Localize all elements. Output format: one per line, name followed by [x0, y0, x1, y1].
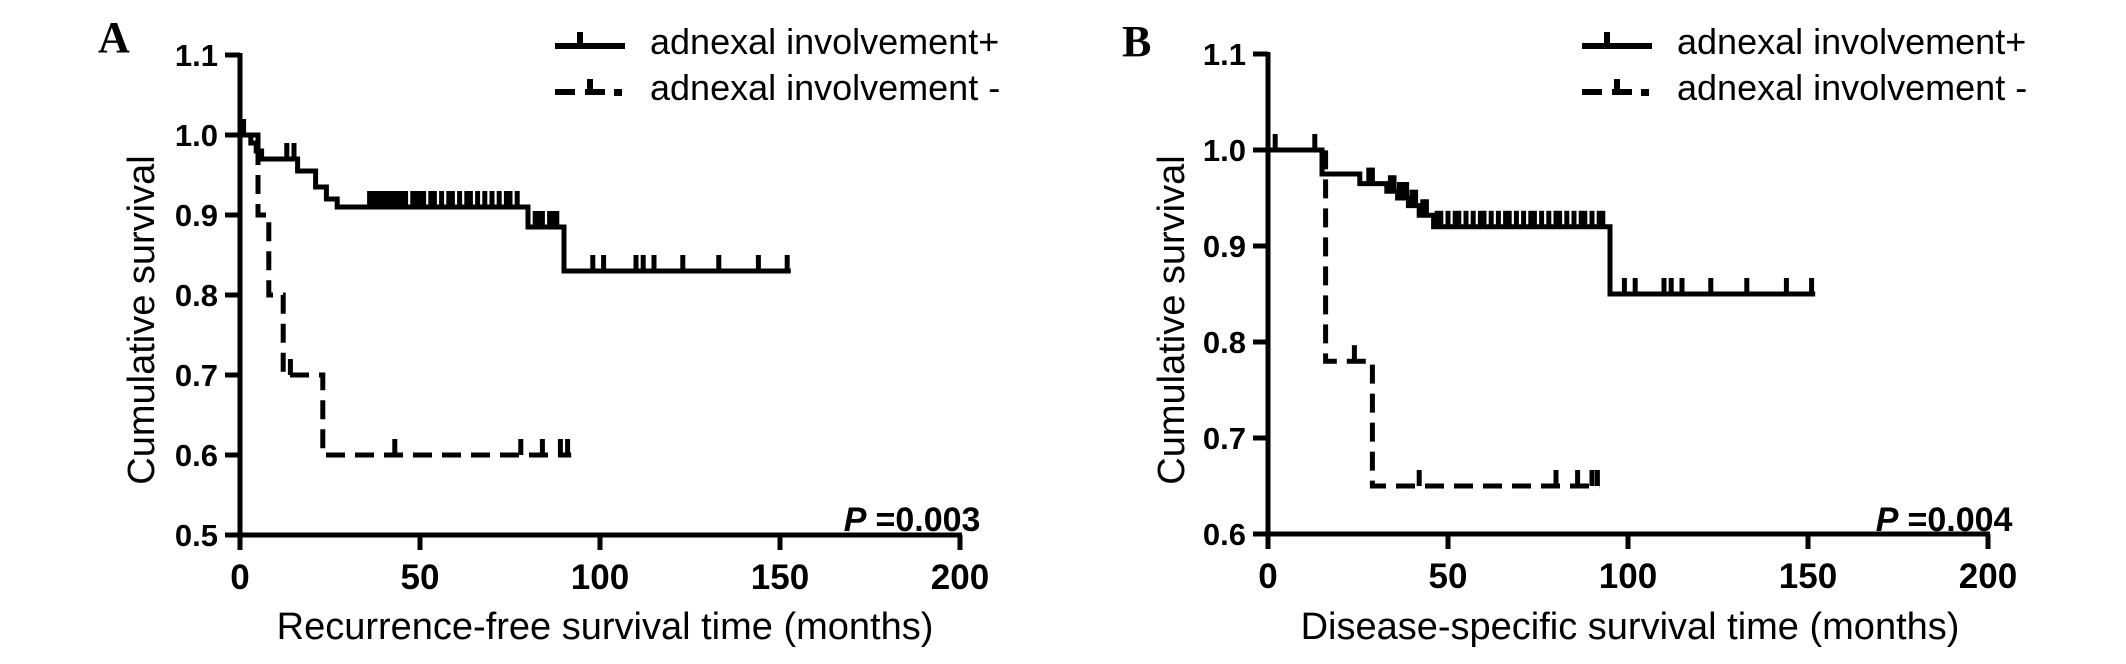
dashed-line-with-tick-icon: [555, 79, 622, 96]
y-tick-label: 1.1: [1203, 37, 1246, 72]
x-tick-label: 100: [571, 558, 629, 597]
legend-label: adnexal involvement+: [1677, 21, 2027, 62]
panel-b-plot: 1.1 1.0 0.9 0.8 0.7 0.6 0 50 100 150 200: [1203, 37, 2017, 596]
x-tick-label: 0: [230, 558, 249, 597]
y-tick-label: 0.5: [175, 518, 218, 553]
panel-a-plot: 1.1 1.0 0.9 0.8 0.7 0.6 0.5 0 50 100 150 200: [175, 38, 989, 597]
y-tick-label: 1.1: [175, 38, 218, 73]
p-symbol: P: [843, 501, 867, 539]
censor-ticks-adnexal-negative: [287, 359, 571, 455]
axes: [225, 53, 962, 538]
y-tick-label: 0.8: [175, 278, 218, 313]
x-axis-title-b: Disease-specific survival time (months): [1300, 606, 1960, 648]
y-tick-label: 0.8: [1203, 325, 1246, 360]
y-tick-label: 0.9: [1203, 229, 1246, 264]
y-tick-label: 0.7: [1203, 421, 1246, 456]
legend-item-adnexal-negative-a: adnexal involvement -: [552, 65, 1000, 111]
legend-item-adnexal-negative-b: adnexal involvement -: [1579, 65, 2027, 111]
x-tick-label: 50: [1429, 557, 1468, 596]
y-tick-label: 0.9: [175, 198, 218, 233]
legend-label: adnexal involvement -: [650, 67, 1001, 108]
legend-label: adnexal involvement -: [1677, 67, 2028, 108]
solid-line-with-tick-icon: [555, 32, 625, 49]
legend-label: adnexal involvement+: [650, 21, 1000, 62]
km-curve-adnexal-negative: [1268, 147, 1600, 489]
y-tick-label: 0.7: [175, 358, 218, 393]
km-curve-adnexal-negative: [240, 132, 572, 458]
y-tick-label: 0.6: [175, 438, 218, 473]
panel-b-letter: B: [1122, 17, 1152, 66]
x-tick-label: 200: [931, 558, 989, 597]
p-value-b: P =0.004: [1838, 466, 2013, 574]
censor-ticks-adnexal-negative: [1351, 345, 1600, 486]
x-tick-label: 200: [1959, 557, 2017, 596]
y-axis-title-a: Cumulative survival: [121, 155, 163, 485]
x-tick-label: 100: [1599, 557, 1657, 596]
p-value-a: P =0.003: [806, 466, 981, 574]
y-tick-label: 1.0: [175, 118, 218, 153]
panel-a-letter: A: [98, 13, 130, 62]
x-tick-label: 150: [1779, 557, 1837, 596]
axes: [1253, 52, 1990, 537]
p-symbol: P: [1875, 501, 1899, 539]
p-number: =0.004: [1907, 501, 2013, 539]
censor-ticks-adnexal-positive: [241, 119, 790, 271]
x-tick-label: 50: [401, 558, 440, 597]
solid-line-with-tick-icon: [1582, 32, 1652, 49]
p-number: =0.003: [875, 501, 981, 539]
y-axis-title-b: Cumulative survival: [1151, 155, 1193, 485]
x-tick-label: 0: [1258, 557, 1277, 596]
legend-item-adnexal-positive-b: adnexal involvement+: [1579, 19, 2026, 65]
y-tick-label: 0.6: [1203, 517, 1246, 552]
legend-item-adnexal-positive-a: adnexal involvement+: [552, 19, 999, 65]
x-axis-title-a: Recurrence-free survival time (months): [276, 606, 934, 648]
dashed-line-with-tick-icon: [1582, 79, 1649, 96]
censor-ticks-adnexal-positive: [1272, 134, 1815, 294]
y-tick-label: 1.0: [1203, 133, 1246, 168]
x-tick-label: 150: [751, 558, 809, 597]
